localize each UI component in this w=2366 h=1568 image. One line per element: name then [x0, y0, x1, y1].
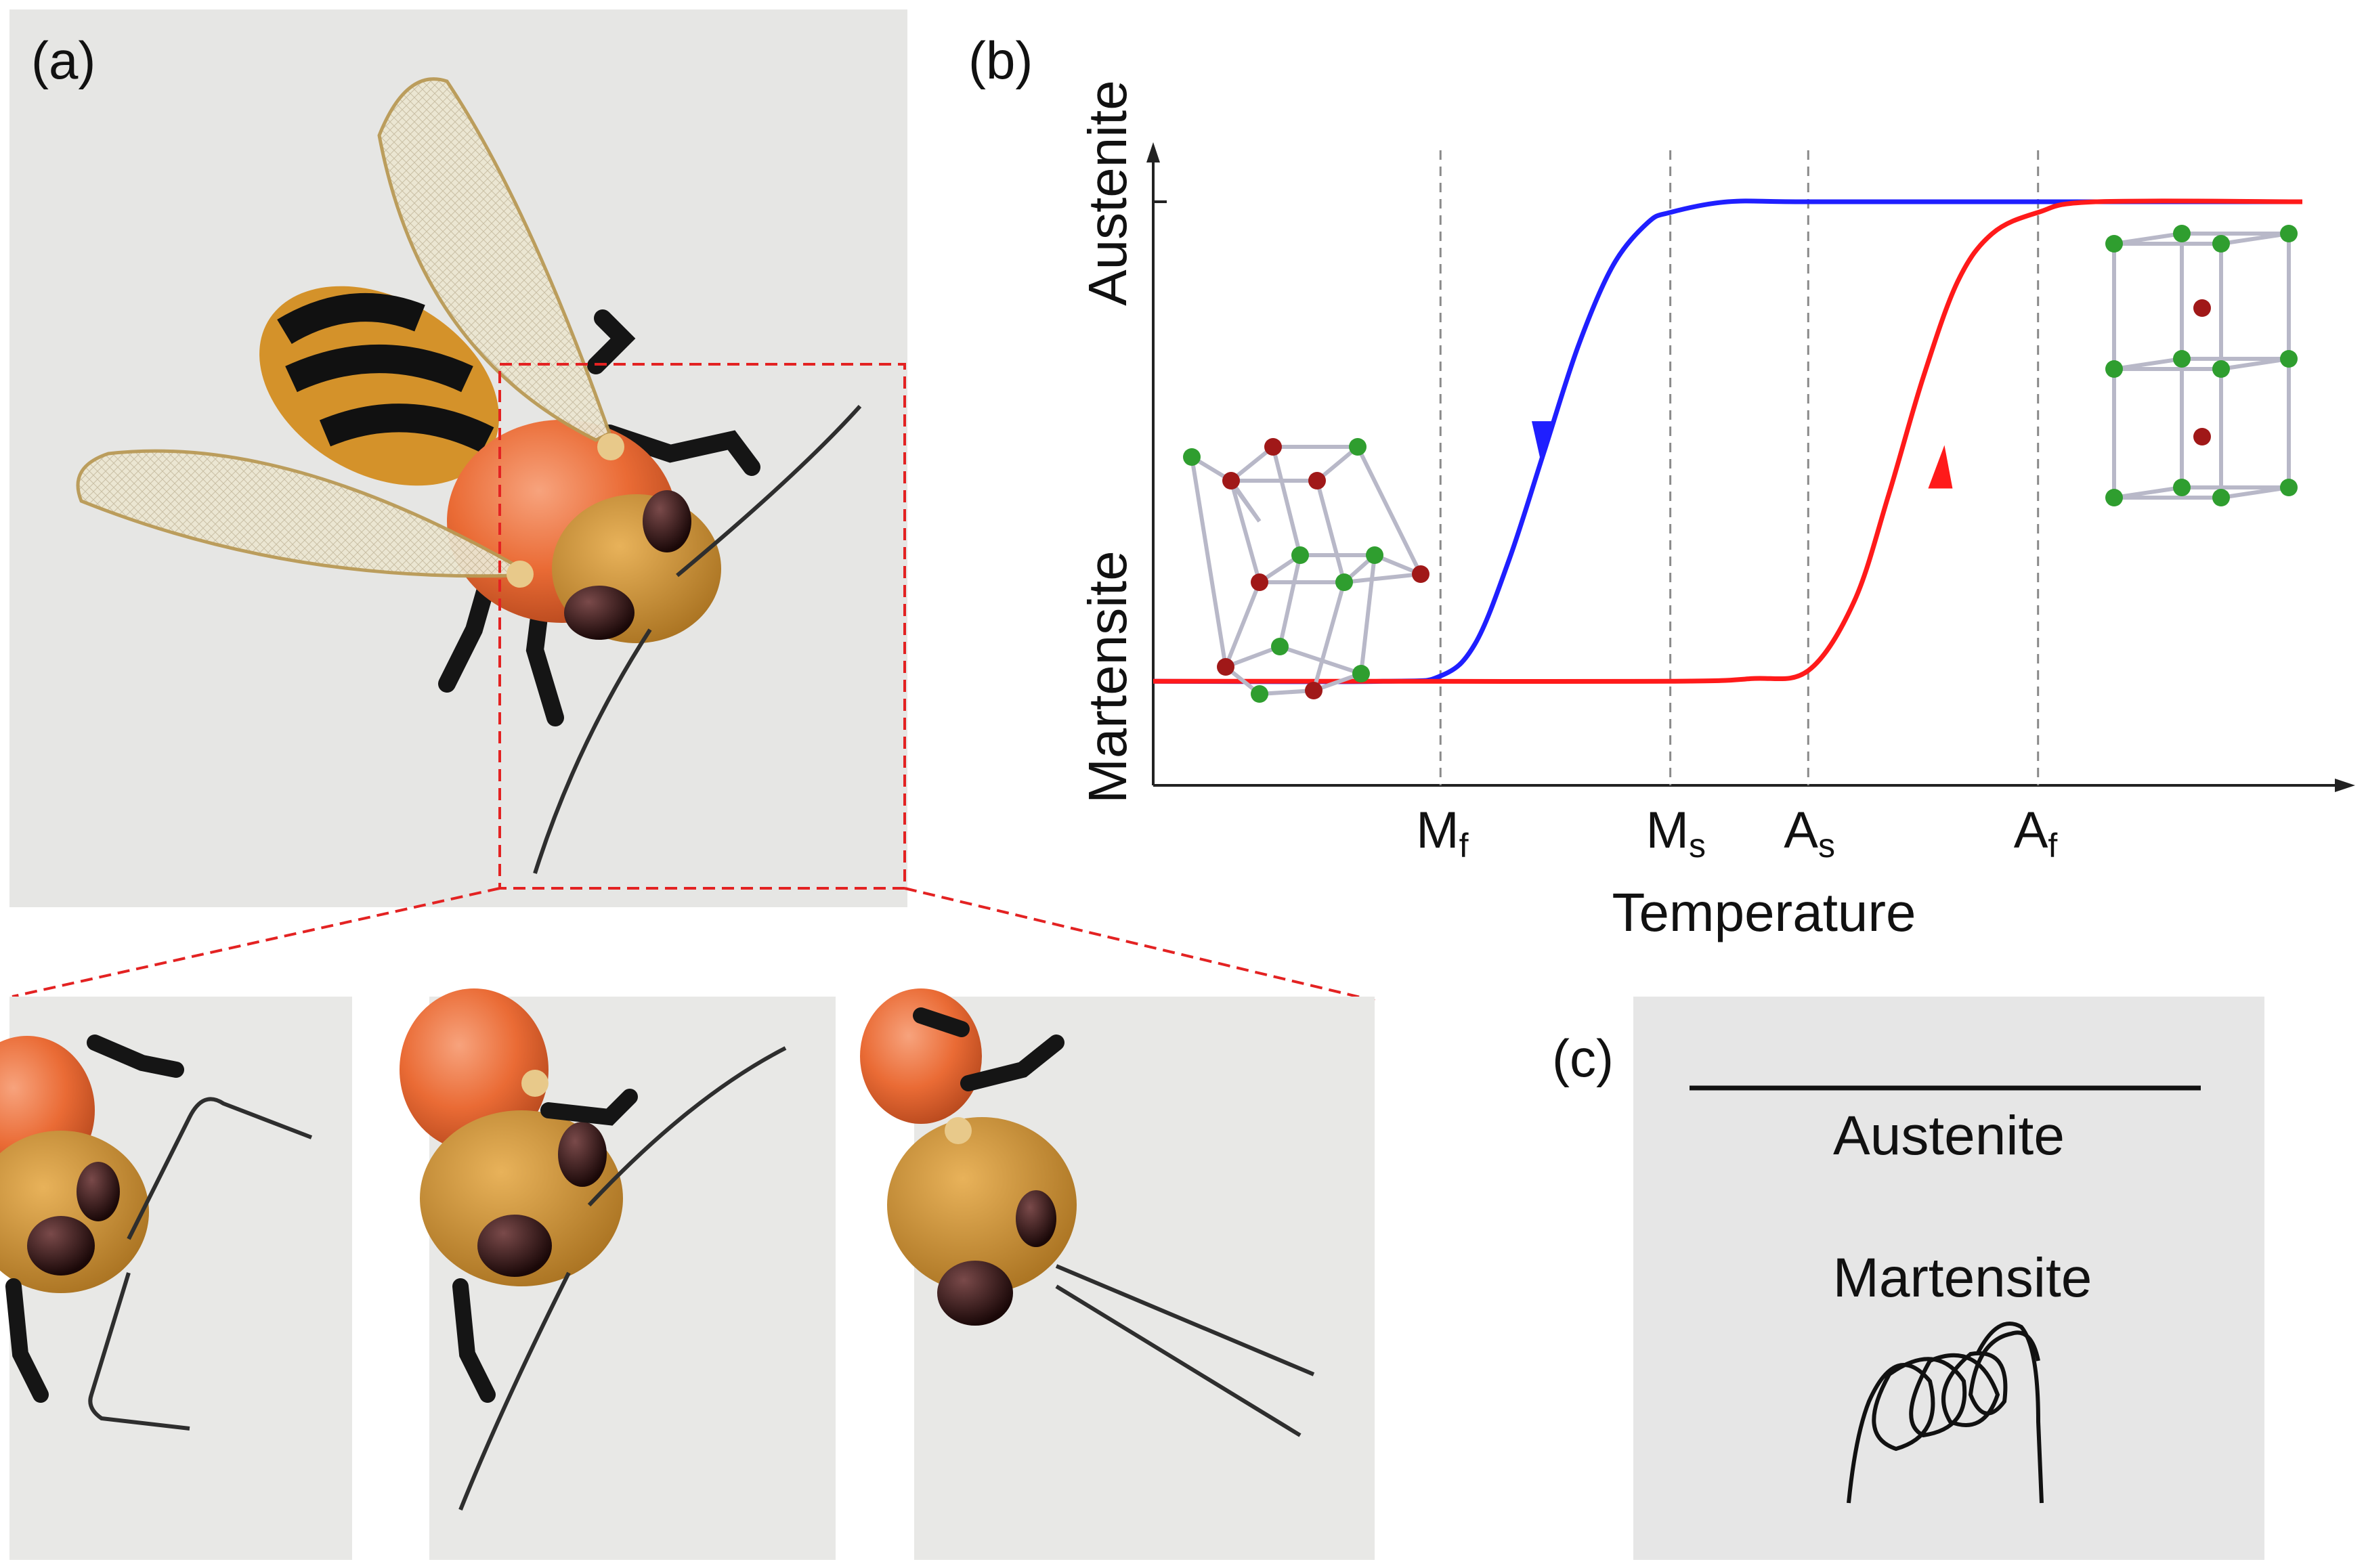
- bee-eye: [643, 490, 691, 552]
- panel-c-austenite-text: Austenite: [1833, 1105, 2065, 1167]
- sma-wire: [127, 1097, 313, 1240]
- x-axis-arrow: [2335, 779, 2355, 792]
- panel-c: (c) Austenite Martensite: [1552, 997, 2264, 1560]
- wing-joint: [507, 561, 534, 588]
- austenite-crystal-structure: [2112, 232, 2291, 500]
- sma-wire: [88, 1272, 190, 1431]
- direction-arrow-heating: [1928, 445, 1953, 489]
- panel-b-chart: (b) Austenite Martensite Temperature Mf M…: [968, 30, 2355, 942]
- sma-wire: [1055, 1264, 1315, 1376]
- y-label-martensite: Martensite: [1077, 550, 1138, 803]
- direction-arrow-cooling: [1531, 421, 1556, 464]
- panel-a-label: (a): [31, 30, 95, 90]
- sma-wire: [533, 628, 652, 874]
- bee-abdomen: [259, 286, 499, 486]
- bee-wing-lower: [76, 449, 525, 578]
- martensite-coiled-wire: [1847, 1322, 2044, 1504]
- sma-wire: [676, 404, 862, 578]
- austenite-atoms: [2105, 225, 2298, 506]
- zoom-guide-left: [12, 887, 500, 998]
- bee-eye: [564, 586, 634, 640]
- series-line-heating: [1153, 198, 2303, 684]
- x-tick-labels: Mf Ms As Af: [1416, 802, 2057, 865]
- zoom-photo-parallel: [860, 988, 1375, 1560]
- bee-illustration: [76, 77, 862, 874]
- x-tick-label-ms: Ms: [1646, 802, 1706, 865]
- sma-wire: [1055, 1284, 1302, 1437]
- y-label-austenite: Austenite: [1077, 80, 1138, 306]
- x-axis-title: Temperature: [1612, 882, 1916, 942]
- zoom-box: [498, 363, 906, 890]
- panel-a: (a): [9, 9, 907, 907]
- y-axis-arrow: [1146, 142, 1160, 162]
- panel-c-photo-background: [1633, 997, 2264, 1560]
- x-tick-label-mf: Mf: [1416, 802, 1468, 865]
- martensite-atoms: [1183, 438, 1429, 703]
- zoom-guide-right: [904, 887, 1375, 1002]
- bee-wing-upper: [377, 77, 612, 442]
- x-tick-label-as: As: [1784, 802, 1835, 865]
- sma-wire: [458, 1271, 571, 1511]
- x-tick-label-af: Af: [2014, 802, 2058, 865]
- wing-joint: [597, 433, 624, 460]
- series-line-cooling: [1153, 198, 2302, 684]
- panel-b-label: (b): [968, 30, 1033, 90]
- zoom-photo-bent: [0, 997, 352, 1560]
- sma-wire: [587, 1046, 787, 1207]
- panel-c-label: (c): [1552, 1028, 1614, 1088]
- panel-c-martensite-text: Martensite: [1833, 1247, 2092, 1309]
- zoom-photo-straight: [400, 988, 836, 1560]
